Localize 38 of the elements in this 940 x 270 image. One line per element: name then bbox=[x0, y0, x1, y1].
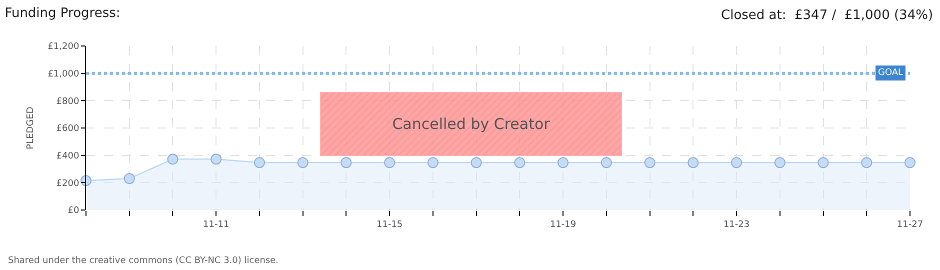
cancelled-banner: Cancelled by Creator bbox=[320, 92, 622, 156]
chart-subtitle: Closed at: £347 / £1,000 (34%) bbox=[721, 8, 934, 23]
point bbox=[818, 157, 829, 168]
x-tick-label: 11-19 bbox=[550, 220, 576, 230]
point bbox=[904, 157, 916, 168]
point bbox=[514, 157, 526, 168]
point bbox=[861, 157, 872, 168]
text: Shared under the creative commons (CC BY-NC 3.0) license. bbox=[8, 256, 279, 266]
point bbox=[167, 154, 178, 165]
y-tick-label: £800 bbox=[56, 96, 80, 107]
y-tick-label: £1,000 bbox=[48, 69, 80, 80]
point bbox=[297, 157, 308, 168]
point bbox=[384, 157, 396, 168]
point bbox=[254, 157, 265, 168]
y-tick-label: £400 bbox=[56, 151, 80, 162]
point bbox=[427, 157, 438, 168]
x-tick-label: 11-15 bbox=[376, 220, 403, 230]
point bbox=[210, 154, 222, 165]
point bbox=[470, 157, 482, 168]
y-tick-label: £600 bbox=[56, 124, 80, 134]
point bbox=[644, 157, 656, 168]
point bbox=[124, 173, 135, 184]
ref-line-label: GOAL bbox=[878, 68, 904, 78]
point bbox=[731, 157, 742, 168]
y-tick-label: £200 bbox=[56, 178, 80, 189]
x-tick-label: 11-27 bbox=[896, 220, 924, 230]
point bbox=[600, 157, 612, 168]
x-tick-label: 11-11 bbox=[203, 220, 230, 230]
annotation: Cancelled by Creator bbox=[392, 115, 550, 133]
point bbox=[558, 157, 569, 168]
y-axis-title: PLEDGED bbox=[26, 106, 36, 150]
point bbox=[774, 157, 786, 168]
y-tick-label: £0 bbox=[68, 206, 80, 216]
chart-title: Funding Progress: bbox=[4, 6, 120, 22]
point bbox=[340, 157, 352, 168]
y-tick-label: £1,200 bbox=[48, 42, 80, 52]
x-tick-label: 11-23 bbox=[723, 220, 750, 230]
point bbox=[688, 157, 699, 168]
